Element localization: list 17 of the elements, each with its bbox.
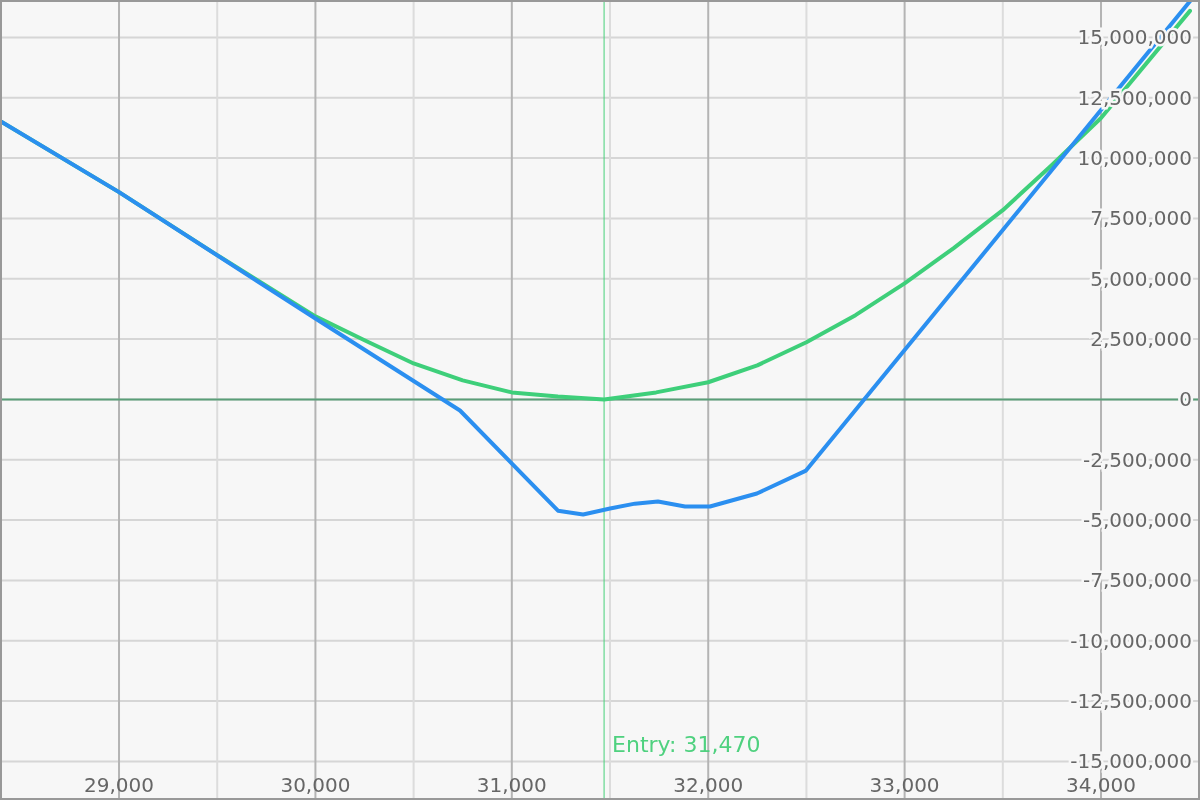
- y-tick-label: -2,500,000: [1082, 447, 1192, 472]
- x-tick-label: 34,000: [1066, 773, 1137, 797]
- y-tick-label: 2,500,000: [1090, 327, 1192, 352]
- y-tick-label: -10,000,000: [1070, 628, 1192, 653]
- y-tick-label: 7,500,000: [1090, 206, 1192, 231]
- y-tick-label: -7,500,000: [1082, 568, 1192, 593]
- x-tick-label: 33,000: [869, 773, 940, 797]
- y-tick-label: 10,000,000: [1077, 146, 1192, 171]
- y-tick-label: -5,000,000: [1082, 508, 1192, 533]
- ref-line-label: Entry: 31,470: [612, 732, 761, 757]
- y-tick-label: 5,000,000: [1090, 266, 1192, 291]
- x-tick-label: 32,000: [673, 773, 744, 797]
- x-tick-label: 31,000: [476, 773, 547, 797]
- y-tick-label: -15,000,000: [1070, 749, 1192, 774]
- x-tick-label: 30,000: [280, 773, 351, 797]
- x-tick-label: 29,000: [84, 773, 155, 797]
- y-tick-label: -12,500,000: [1070, 689, 1192, 714]
